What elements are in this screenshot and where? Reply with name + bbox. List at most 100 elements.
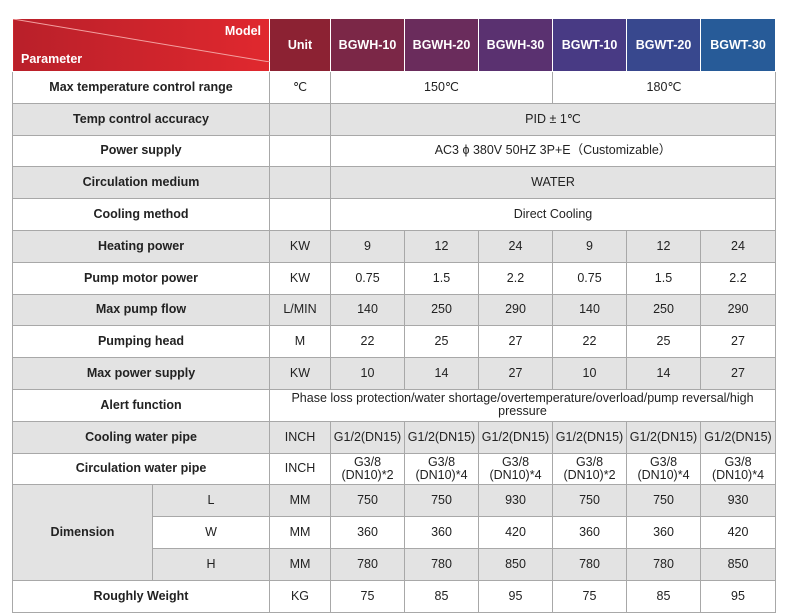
- row-label: Dimension: [12, 484, 153, 581]
- header-row: Model Parameter Unit BGWH-10 BGWH-20 BGWH-…: [12, 18, 776, 72]
- unit-cell: M: [269, 325, 331, 359]
- unit-cell: [269, 102, 331, 136]
- value-cell: 27: [478, 357, 553, 390]
- row: Max power supply KW 10 14 27 10 14 27: [12, 357, 776, 390]
- row-label: Max pump flow: [12, 293, 270, 327]
- value-cell: 750: [330, 484, 405, 518]
- sub-label: L: [152, 484, 270, 518]
- value-cell: 1.5: [626, 261, 701, 295]
- value-cell: 930: [700, 484, 776, 518]
- value-cell: 360: [626, 516, 701, 549]
- row: Roughly Weight KG 75 85 95 75 85 95: [12, 579, 776, 613]
- model-header: BGWH-10: [330, 18, 405, 72]
- value-cell: 290: [700, 293, 776, 327]
- value-cell: G3/8 (DN10)*4: [478, 452, 553, 486]
- row-label: Circulation water pipe: [12, 452, 270, 486]
- value-cell: 930: [478, 484, 553, 518]
- value-cell: 850: [478, 547, 553, 581]
- row: Heating power KW 9 12 24 9 12 24: [12, 229, 776, 263]
- model-header: BGWT-30: [700, 18, 776, 72]
- value-cell: 22: [552, 325, 627, 359]
- row: Cooling water pipe INCH G1/2(DN15) G1/2(DN1…: [12, 420, 776, 454]
- value-cell: G1/2(DN15): [552, 420, 627, 454]
- unit-cell: INCH: [269, 452, 331, 486]
- value-cell: 12: [404, 229, 479, 263]
- value-cell: 420: [700, 516, 776, 549]
- value-cell: G1/2(DN15): [404, 420, 479, 454]
- value-cell: 85: [404, 579, 479, 613]
- value-cell: 25: [404, 325, 479, 359]
- unit-cell: [269, 166, 331, 200]
- value-cell: 250: [404, 293, 479, 327]
- value-cell: G3/8 (DN10)*2: [330, 452, 405, 486]
- row: Power supply AC3 ϕ 380V 50HZ 3P+E（Customi…: [12, 134, 776, 168]
- model-label: Model: [224, 24, 261, 38]
- value-cell: 2.2: [700, 261, 776, 295]
- sub-label: W: [152, 516, 270, 549]
- row-label: Power supply: [12, 134, 270, 168]
- value-cell: G1/2(DN15): [478, 420, 553, 454]
- value-cell: G1/2(DN15): [700, 420, 776, 454]
- row-label: Max temperature control range: [12, 71, 270, 104]
- value-cell: 27: [700, 357, 776, 390]
- value-cell: 180℃: [552, 71, 776, 104]
- row: Pumping head M 22 25 27 22 25 27: [12, 325, 776, 359]
- unit-cell: KW: [269, 229, 331, 263]
- unit-cell: KW: [269, 357, 331, 390]
- unit-cell: L/MIN: [269, 293, 331, 327]
- value-cell: 85: [626, 579, 701, 613]
- row: Temp control accuracy PID ± 1℃: [12, 102, 776, 136]
- row-label: Max power supply: [12, 357, 270, 390]
- value-cell: 9: [552, 229, 627, 263]
- unit-header: Unit: [269, 18, 331, 72]
- value-cell: 780: [552, 547, 627, 581]
- row: Max temperature control range ℃ 150℃ 180℃: [12, 71, 776, 104]
- sub-label: H: [152, 547, 270, 581]
- value-cell: WATER: [330, 166, 776, 200]
- row-label: Cooling water pipe: [12, 420, 270, 454]
- value-cell: 1.5: [404, 261, 479, 295]
- unit-cell: MM: [269, 547, 331, 581]
- value-cell: 850: [700, 547, 776, 581]
- model-header: BGWH-20: [404, 18, 479, 72]
- parameter-label: Parameter: [21, 52, 83, 66]
- value-cell: G3/8 (DN10)*4: [700, 452, 776, 486]
- row: Circulation medium WATER: [12, 166, 776, 200]
- value-cell: 14: [626, 357, 701, 390]
- row-label: Roughly Weight: [12, 579, 270, 613]
- value-cell: 140: [330, 293, 405, 327]
- value-cell: 750: [626, 484, 701, 518]
- value-cell: 10: [552, 357, 627, 390]
- row: Cooling method Direct Cooling: [12, 198, 776, 231]
- diagonal: [13, 19, 270, 62]
- value-cell: 250: [626, 293, 701, 327]
- value-cell: 75: [552, 579, 627, 613]
- value-cell: Direct Cooling: [330, 198, 776, 231]
- row-label: Temp control accuracy: [12, 102, 270, 136]
- unit-cell: INCH: [269, 420, 331, 454]
- value-cell: Phase loss protection/water shortage/ove…: [269, 388, 776, 422]
- value-cell: 150℃: [330, 71, 553, 104]
- row: Alert function Phase loss protection/wate…: [12, 388, 776, 422]
- model-header: BGWT-10: [552, 18, 627, 72]
- value-cell: G3/8 (DN10)*4: [404, 452, 479, 486]
- value-cell: 360: [330, 516, 405, 549]
- value-cell: 75: [330, 579, 405, 613]
- value-cell: 27: [478, 325, 553, 359]
- value-cell: 750: [404, 484, 479, 518]
- value-cell: G1/2(DN15): [626, 420, 701, 454]
- value-cell: 9: [330, 229, 405, 263]
- unit-cell: KG: [269, 579, 331, 613]
- row: Dimension L MM 750 750 930 750 750 930: [12, 484, 776, 581]
- value-cell: 25: [626, 325, 701, 359]
- row-label: Heating power: [12, 229, 270, 263]
- value-cell: 140: [552, 293, 627, 327]
- value-cell: G3/8 (DN10)*2: [552, 452, 627, 486]
- row-label: Pump motor power: [12, 261, 270, 295]
- unit-cell: MM: [269, 484, 331, 518]
- value-cell: 2.2: [478, 261, 553, 295]
- value-cell: 780: [404, 547, 479, 581]
- unit-cell: [269, 134, 331, 168]
- corner-cell: Model Parameter: [12, 18, 270, 72]
